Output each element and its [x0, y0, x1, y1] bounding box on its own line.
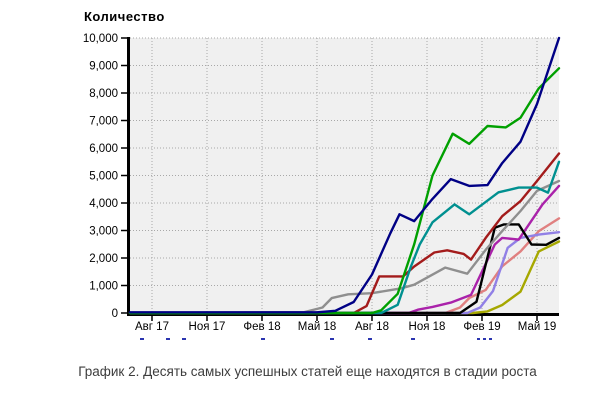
clipped-legend-mark — [368, 338, 372, 340]
clipped-legend-mark — [182, 338, 186, 340]
line-olive — [128, 240, 561, 315]
line-black — [128, 223, 561, 315]
clipped-legend-mark — [330, 338, 334, 340]
y-tick-label: 3,000 — [89, 226, 118, 238]
y-tick-label: 2,000 — [89, 253, 118, 265]
y-tick-label: 0 — [112, 308, 118, 320]
line-gray — [128, 179, 561, 315]
clipped-legend-mark — [261, 338, 265, 340]
clipped-legend-mark — [166, 338, 170, 340]
x-tick-label: Май 18 — [298, 321, 337, 333]
y-tick-label: 9,000 — [89, 61, 118, 73]
y-tick-label: 1,000 — [89, 281, 118, 293]
y-tick-label: 6,000 — [89, 143, 118, 155]
line-magenta — [128, 184, 561, 315]
chart-caption: График 2. Десять самых успешных статей е… — [78, 364, 537, 379]
y-tick-label: 5,000 — [89, 171, 118, 183]
chart-title: Количество — [84, 9, 165, 24]
line-green — [128, 67, 561, 315]
line-salmon — [128, 217, 561, 315]
y-tick-label: 8,000 — [89, 88, 118, 100]
clipped-legend-mark — [483, 338, 486, 340]
x-tick-label: Авг 18 — [355, 321, 389, 333]
clipped-legend-mark — [140, 338, 144, 340]
clipped-legend-mark — [477, 338, 480, 340]
x-tick-label: Фев 19 — [463, 321, 500, 333]
line-navy — [128, 36, 561, 314]
x-tick-label: Май 19 — [518, 321, 557, 333]
y-tick-label: 4,000 — [89, 198, 118, 210]
line-teal — [128, 160, 561, 315]
x-tick-label: Ноя 18 — [409, 321, 446, 333]
x-tick-label: Ноя 17 — [189, 321, 226, 333]
x-tick-label: Фев 18 — [243, 321, 280, 333]
x-tick-label: Авг 17 — [135, 321, 169, 333]
line-lavender — [128, 230, 561, 315]
clipped-legend-mark — [489, 338, 492, 340]
line-darkred — [128, 152, 561, 315]
y-tick-label: 7,000 — [89, 116, 118, 128]
clipped-legend-mark — [411, 338, 415, 340]
y-tick-label: 10,000 — [83, 33, 118, 45]
